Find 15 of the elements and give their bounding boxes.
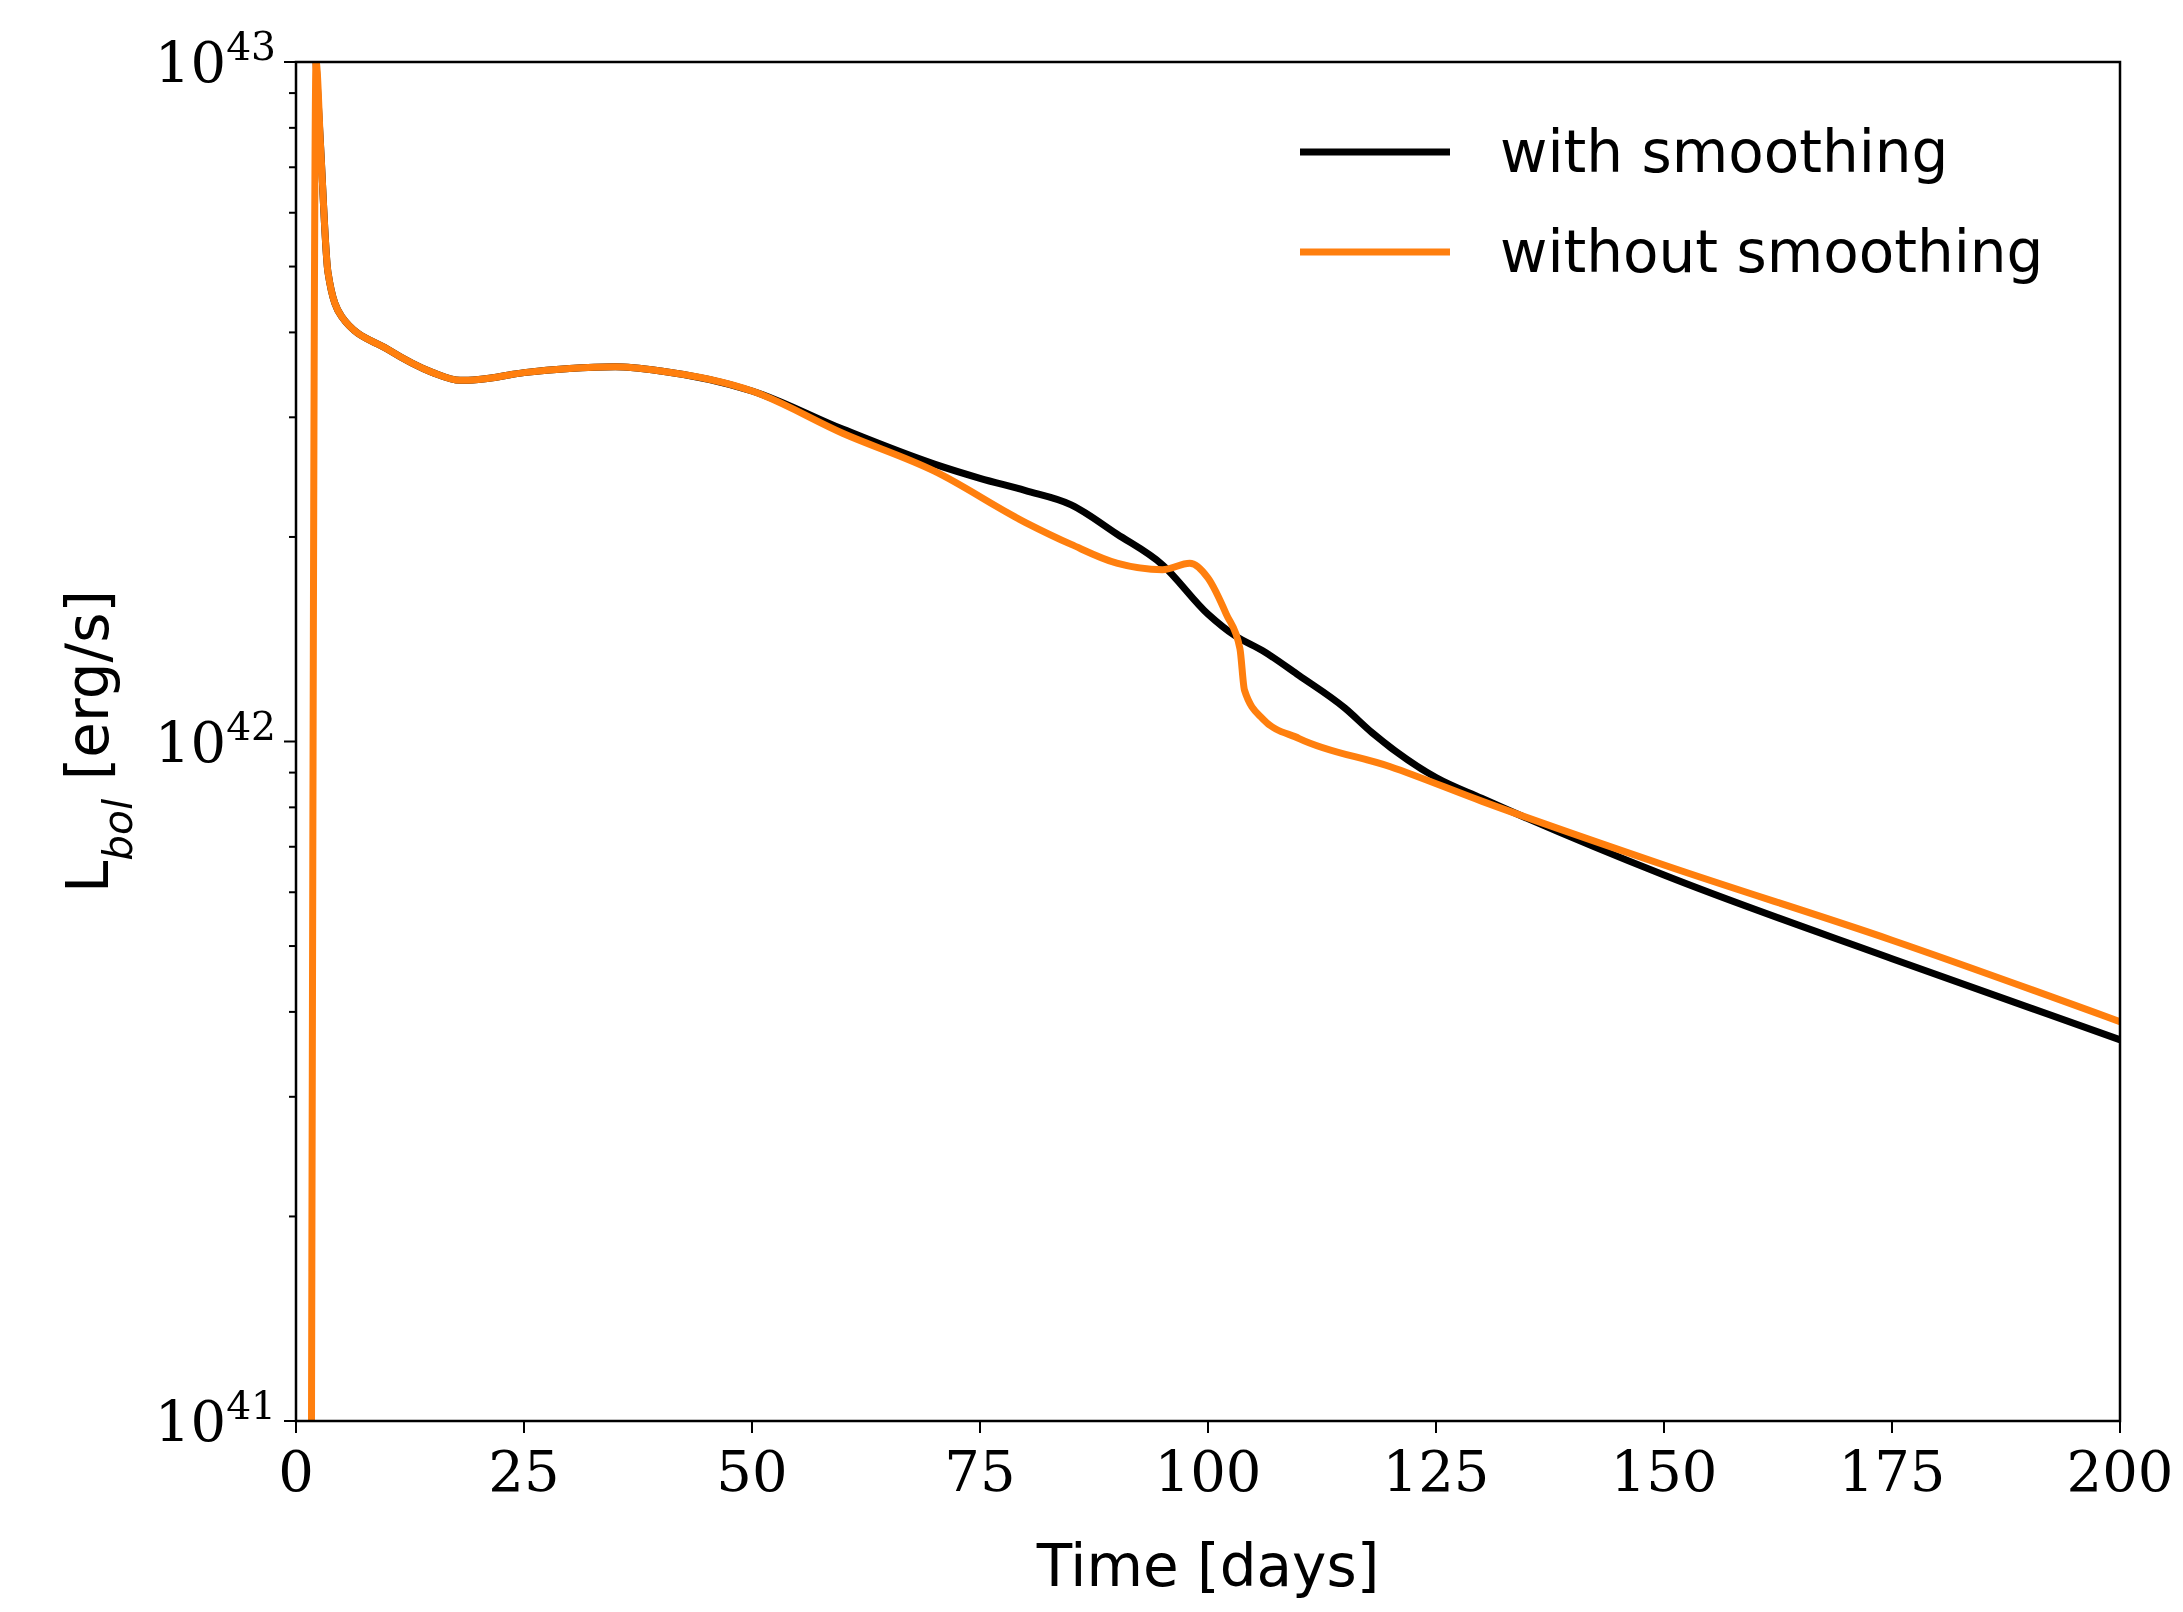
legend-label: with smoothing bbox=[1500, 118, 1949, 186]
legend-label: without smoothing bbox=[1500, 218, 2044, 286]
y-tick-label: 10$^{41}$ bbox=[154, 1382, 276, 1454]
x-tick-label: 125 bbox=[1382, 1439, 1490, 1504]
x-tick-label: 75 bbox=[944, 1439, 1016, 1504]
x-axis-title: Time [days] bbox=[1035, 1532, 1380, 1600]
x-tick-label: 175 bbox=[1838, 1439, 1946, 1504]
x-tick-label: 0 bbox=[278, 1439, 314, 1504]
x-tick-label: 50 bbox=[716, 1439, 788, 1504]
x-tick-label: 100 bbox=[1154, 1439, 1262, 1504]
x-tick-label: 200 bbox=[2066, 1439, 2174, 1504]
y-tick-label: 10$^{43}$ bbox=[154, 23, 276, 95]
x-tick-label: 150 bbox=[1610, 1439, 1718, 1504]
x-tick-label: 25 bbox=[488, 1439, 560, 1504]
y-tick-label: 10$^{42}$ bbox=[154, 703, 276, 775]
